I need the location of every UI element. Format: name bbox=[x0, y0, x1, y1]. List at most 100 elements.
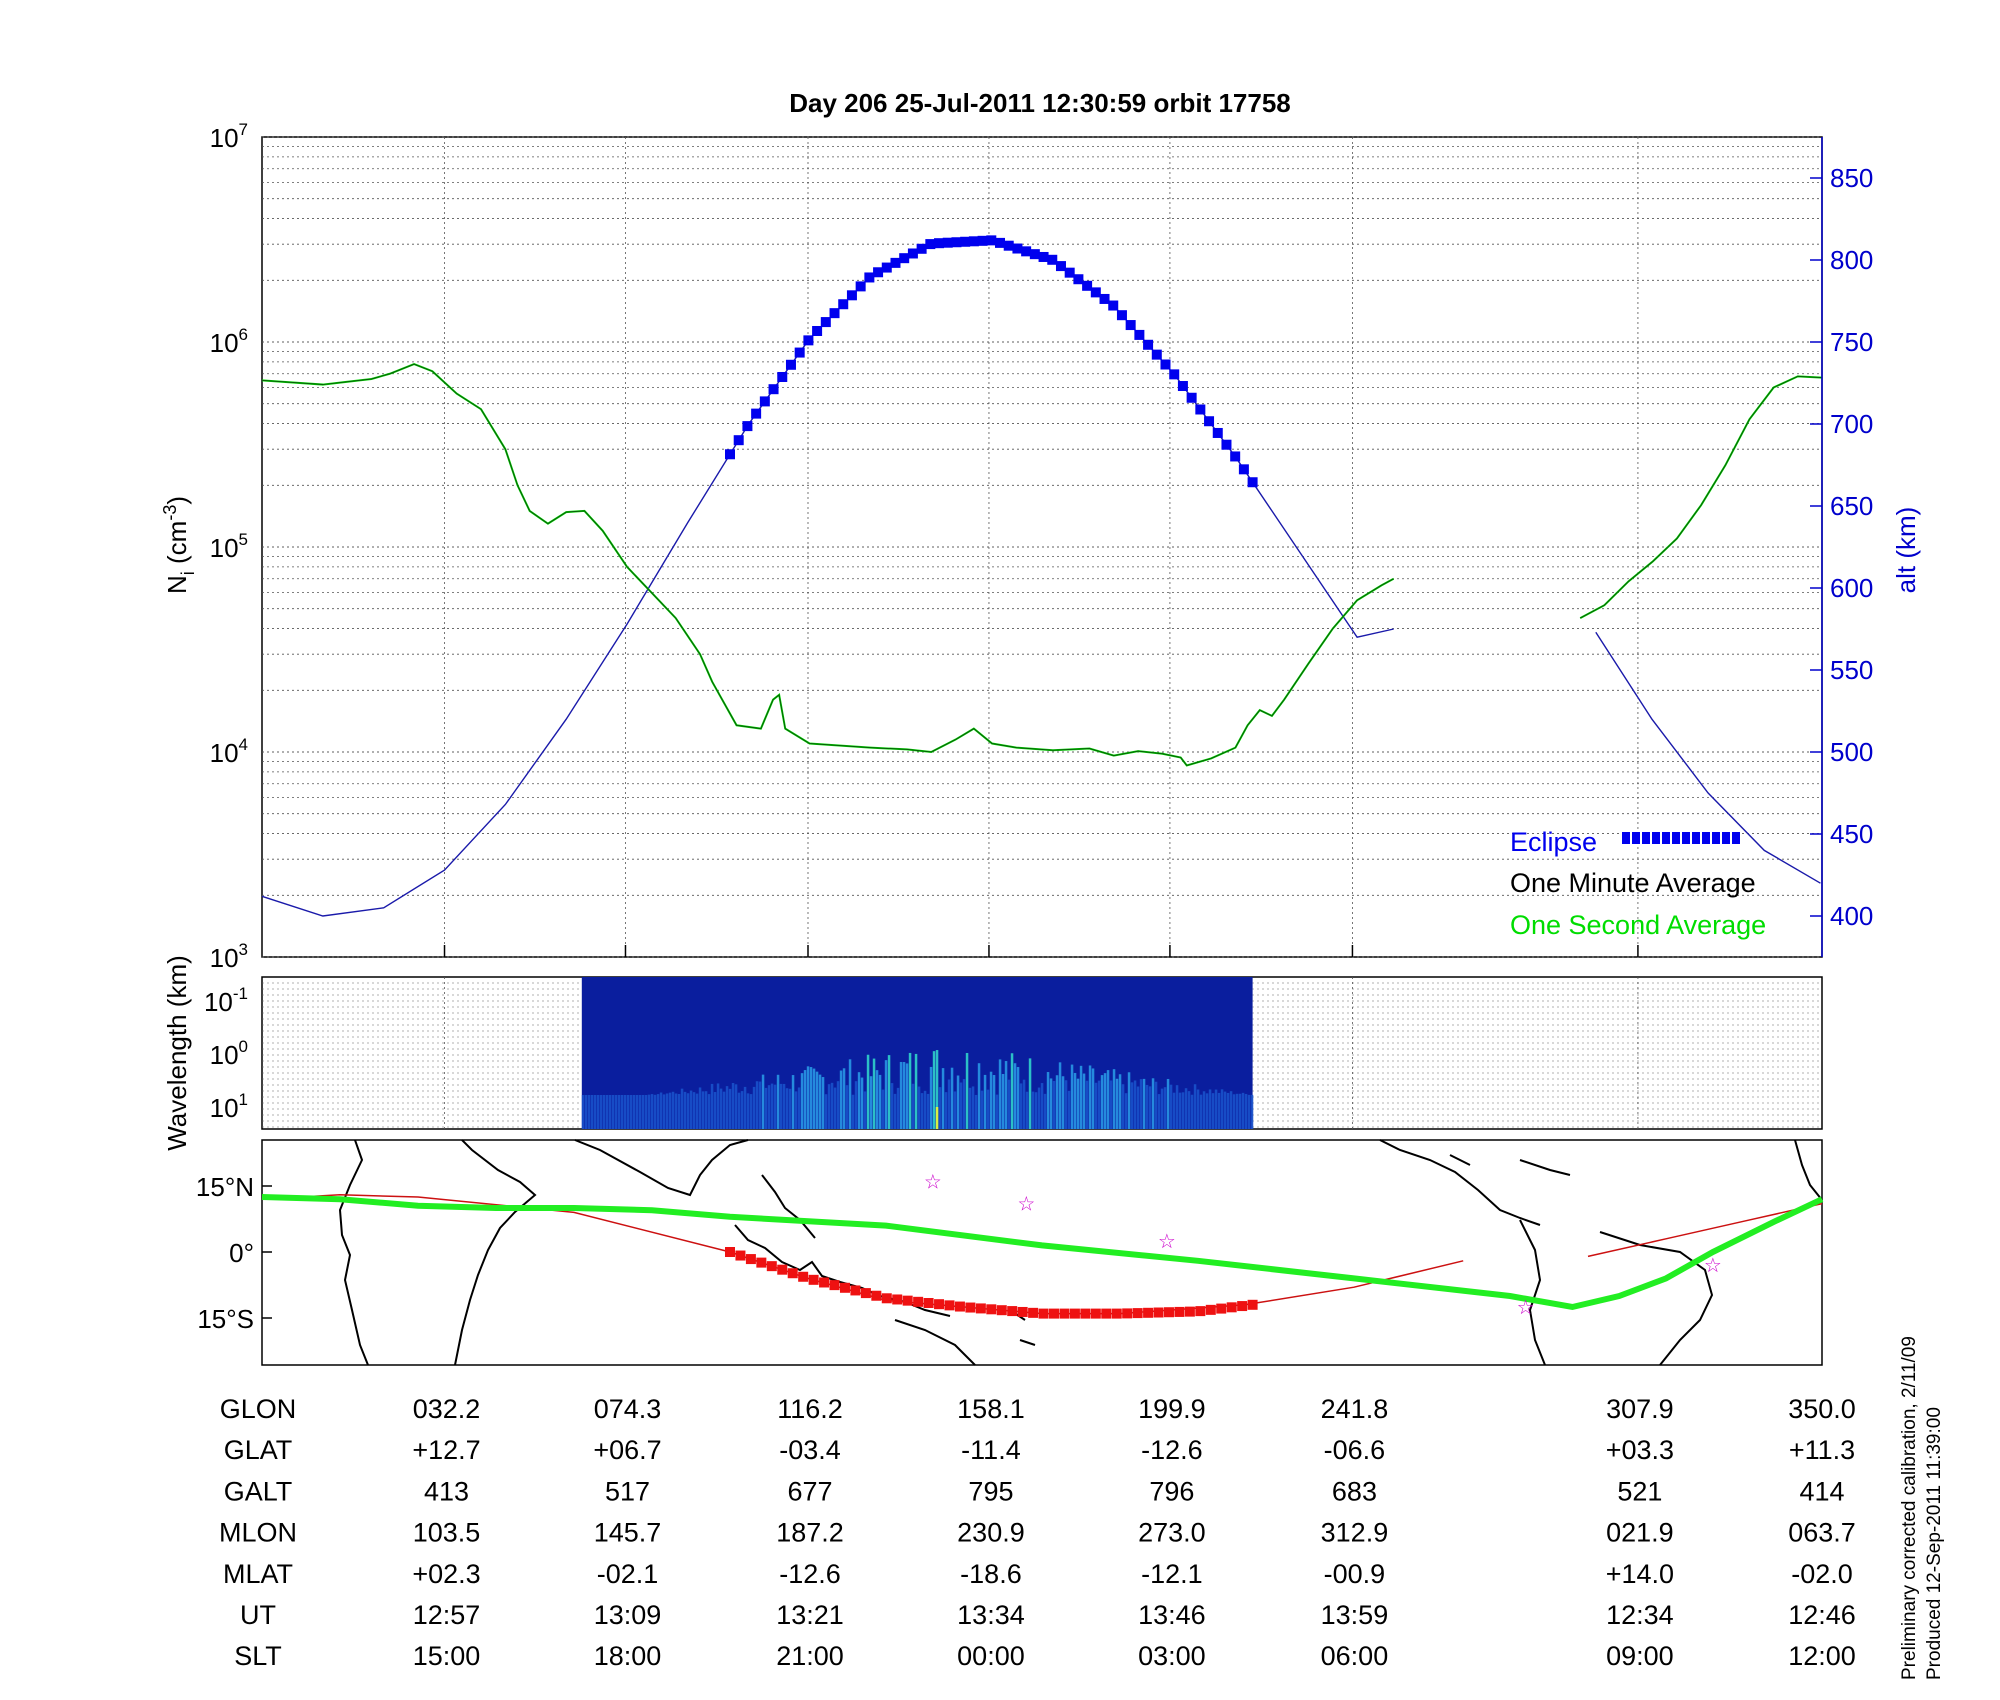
eclipse-track-marker bbox=[913, 1296, 924, 1307]
spectrogram-column bbox=[1100, 1075, 1104, 1129]
eclipse-marker bbox=[855, 281, 866, 292]
orbit-row-label: GLON bbox=[220, 1394, 297, 1424]
eclipse-marker bbox=[829, 308, 840, 319]
density-axis-label: Ni (cm-3) bbox=[160, 496, 198, 594]
eclipse-track-marker bbox=[745, 1254, 756, 1265]
eclipse-track-marker bbox=[1174, 1306, 1185, 1317]
density-tick-label: 107 bbox=[210, 120, 248, 153]
eclipse-markers bbox=[725, 235, 1258, 488]
eclipse-marker bbox=[907, 248, 918, 259]
spectrogram-column bbox=[830, 1082, 834, 1129]
orbit-cell-value: -12.1 bbox=[1141, 1559, 1203, 1589]
spectrogram-column bbox=[1166, 1078, 1170, 1129]
spectrogram-column bbox=[1187, 1091, 1191, 1129]
density-gridlines bbox=[262, 136, 1822, 958]
eclipse-marker bbox=[1212, 427, 1223, 438]
spectrogram-column bbox=[1178, 1092, 1182, 1129]
eclipse-track-marker bbox=[1101, 1308, 1112, 1319]
eclipse-marker bbox=[873, 267, 884, 278]
spectrogram-column bbox=[1226, 1092, 1230, 1129]
orbit-cell-value: -11.4 bbox=[961, 1435, 1021, 1465]
spectrogram-column bbox=[914, 1053, 918, 1129]
eclipse-marker bbox=[881, 262, 892, 273]
spectrogram-column bbox=[1031, 1091, 1035, 1129]
spectrogram-column bbox=[923, 1090, 927, 1129]
spectrogram-column bbox=[1211, 1093, 1215, 1129]
eclipse-marker bbox=[890, 257, 901, 268]
altitude-line bbox=[1595, 631, 1821, 884]
legend-second-label: One Second Average bbox=[1510, 910, 1766, 940]
spectrogram-column bbox=[614, 1095, 618, 1129]
spectrogram-column bbox=[1199, 1094, 1203, 1129]
orbit-cell-value: 312.9 bbox=[1321, 1518, 1389, 1548]
eclipse-marker bbox=[785, 359, 796, 370]
orbit-tracks: ☆ ☆ ☆ ☆ ☆ bbox=[261, 1172, 1824, 1319]
eclipse-track-marker bbox=[1195, 1306, 1206, 1317]
legend-eclipse-marker bbox=[1722, 832, 1730, 844]
spectrogram-column bbox=[737, 1092, 741, 1129]
spectrogram-column bbox=[1133, 1080, 1137, 1129]
spectrogram-column bbox=[998, 1059, 1002, 1129]
altitude-tick-label: 600 bbox=[1830, 573, 1873, 603]
spectrogram-column bbox=[872, 1058, 876, 1129]
spectrogram-column bbox=[704, 1091, 708, 1129]
eclipse-marker bbox=[803, 335, 814, 346]
altitude-tick-label: 850 bbox=[1830, 163, 1873, 193]
orbit-cell-value: 158.1 bbox=[957, 1394, 1025, 1424]
spectrogram-column bbox=[1220, 1089, 1224, 1129]
spectrogram-column bbox=[770, 1083, 774, 1129]
spectrogram-column bbox=[731, 1082, 735, 1129]
spectrogram-column bbox=[671, 1091, 675, 1129]
orbit-cell-value: 12:00 bbox=[1788, 1641, 1856, 1671]
altitude-tick-label: 800 bbox=[1830, 245, 1873, 275]
orbit-cell-value: 13:09 bbox=[594, 1600, 662, 1630]
orbit-cell-value: +12.7 bbox=[412, 1435, 480, 1465]
orbit-cell-value: 145.7 bbox=[594, 1518, 662, 1548]
eclipse-marker bbox=[1116, 310, 1127, 321]
spectrogram-column bbox=[806, 1066, 810, 1129]
spectrogram-column bbox=[1160, 1088, 1164, 1129]
spectrogram-column bbox=[1076, 1078, 1080, 1129]
eclipse-marker bbox=[1204, 416, 1215, 427]
spectrogram-column bbox=[1175, 1085, 1179, 1129]
spectrogram-column bbox=[797, 1087, 801, 1129]
orbit-cell-value: 103.5 bbox=[413, 1518, 481, 1548]
spectrogram-column bbox=[857, 1072, 861, 1129]
spectrogram-column bbox=[1154, 1081, 1158, 1129]
eclipse-track-marker bbox=[735, 1250, 746, 1261]
orbit-cell-value: 13:59 bbox=[1321, 1600, 1389, 1630]
spectrogram-column bbox=[674, 1093, 678, 1129]
orbit-cell-value: 13:34 bbox=[957, 1600, 1025, 1630]
spectrogram-column bbox=[905, 1063, 909, 1129]
spectrogram-column bbox=[1223, 1091, 1227, 1129]
spectrogram-column bbox=[944, 1092, 948, 1129]
spectrogram-column bbox=[1124, 1093, 1128, 1129]
eclipse-marker bbox=[977, 235, 988, 246]
spectrogram-column bbox=[764, 1087, 768, 1129]
calibration-note: Preliminary corrected calibration, 2/11/… bbox=[1899, 1336, 1920, 1680]
eclipse-track-marker bbox=[1153, 1307, 1164, 1318]
eclipse-track-marker bbox=[725, 1247, 735, 1257]
spectrogram-column bbox=[1067, 1090, 1071, 1129]
spectrogram-column bbox=[971, 1086, 975, 1129]
eclipse-marker bbox=[742, 421, 753, 432]
spectrogram-column bbox=[1136, 1086, 1140, 1129]
eclipse-marker bbox=[1247, 477, 1258, 488]
density-axis-ticks: 103 104 105 106 107 bbox=[210, 120, 248, 973]
spectrogram-column bbox=[1049, 1078, 1053, 1129]
spectrogram-column bbox=[698, 1087, 702, 1129]
eclipse-marker bbox=[968, 236, 979, 247]
spectrogram-column bbox=[638, 1095, 642, 1129]
orbit-cell-value: -18.6 bbox=[960, 1559, 1022, 1589]
orbit-cell-value: +03.3 bbox=[1606, 1435, 1674, 1465]
orbit-cell-value: 414 bbox=[1799, 1476, 1844, 1506]
eclipse-track-marker bbox=[934, 1299, 945, 1310]
eclipse-marker bbox=[838, 299, 849, 310]
spectrogram-column bbox=[917, 1086, 921, 1129]
spectrogram-column bbox=[899, 1061, 903, 1129]
spectrogram-column bbox=[710, 1083, 714, 1129]
eclipse-marker bbox=[986, 235, 997, 246]
spectrogram-column bbox=[941, 1068, 945, 1129]
eclipse-track-marker bbox=[892, 1294, 903, 1305]
station-star: ☆ bbox=[1704, 1255, 1722, 1277]
